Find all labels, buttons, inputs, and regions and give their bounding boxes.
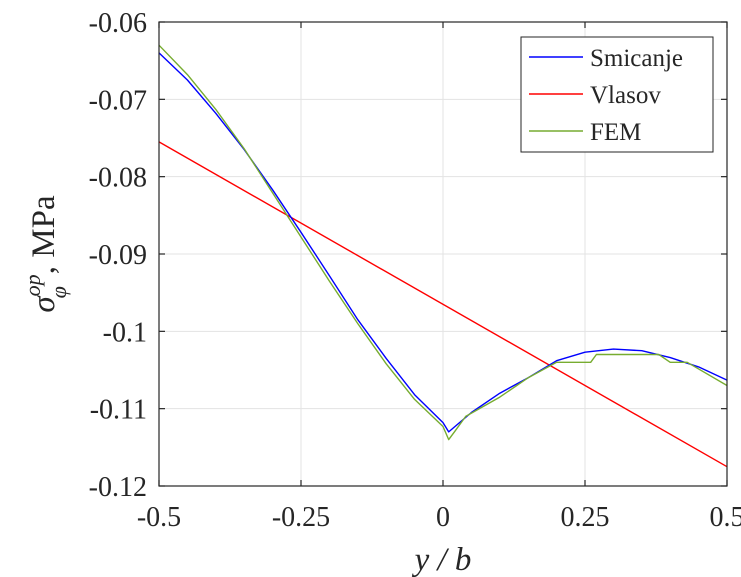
series-layer — [158, 44, 728, 468]
x-axis-label: y / b — [412, 542, 472, 577]
y-axis-label-sigma: σ — [26, 295, 62, 313]
x-tick-label: 0 — [436, 502, 450, 533]
x-tick-label: 0.5 — [710, 502, 741, 533]
series-line-vlasov — [158, 141, 728, 468]
legend-label-smicanje: Smicanje — [590, 45, 683, 72]
grid-lines — [158, 21, 728, 487]
legend-label-fem: FEM — [590, 119, 641, 146]
y-axis-label-superscript: op — [20, 274, 45, 296]
tick-labels: -0.5 -0.25 0 0.25 0.5 -0.06 -0.07 -0.08 -0.09 -0.… — [89, 8, 741, 533]
y-tick-label: -0.12 — [89, 472, 147, 503]
legend: Smicanje Vlasov FEM — [520, 36, 714, 153]
y-tick-label: -0.07 — [89, 85, 147, 116]
x-tick-label: 0.25 — [561, 502, 610, 533]
y-tick-label: -0.11 — [90, 395, 147, 426]
legend-box — [520, 36, 714, 153]
y-axis-label-subscript: φ — [46, 286, 71, 298]
legend-label-vlasov: Vlasov — [590, 82, 661, 109]
y-axis-label-unit: , MPa — [26, 195, 62, 274]
y-tick-label: -0.1 — [103, 317, 147, 348]
y-tick-label: -0.06 — [89, 8, 147, 39]
svg-text:σopφ, MPa: σopφ , MPa — [20, 195, 71, 313]
y-tick-label: -0.08 — [89, 163, 147, 194]
series-line-fem — [158, 44, 728, 441]
x-tick-label: -0.5 — [137, 502, 181, 533]
y-tick-label: -0.09 — [89, 240, 147, 271]
y-axis-label: σopφ , MPa — [20, 195, 71, 313]
axis-ticks — [158, 21, 728, 487]
x-tick-label: -0.25 — [272, 502, 330, 533]
legend-items: Smicanje Vlasov FEM — [529, 45, 683, 146]
